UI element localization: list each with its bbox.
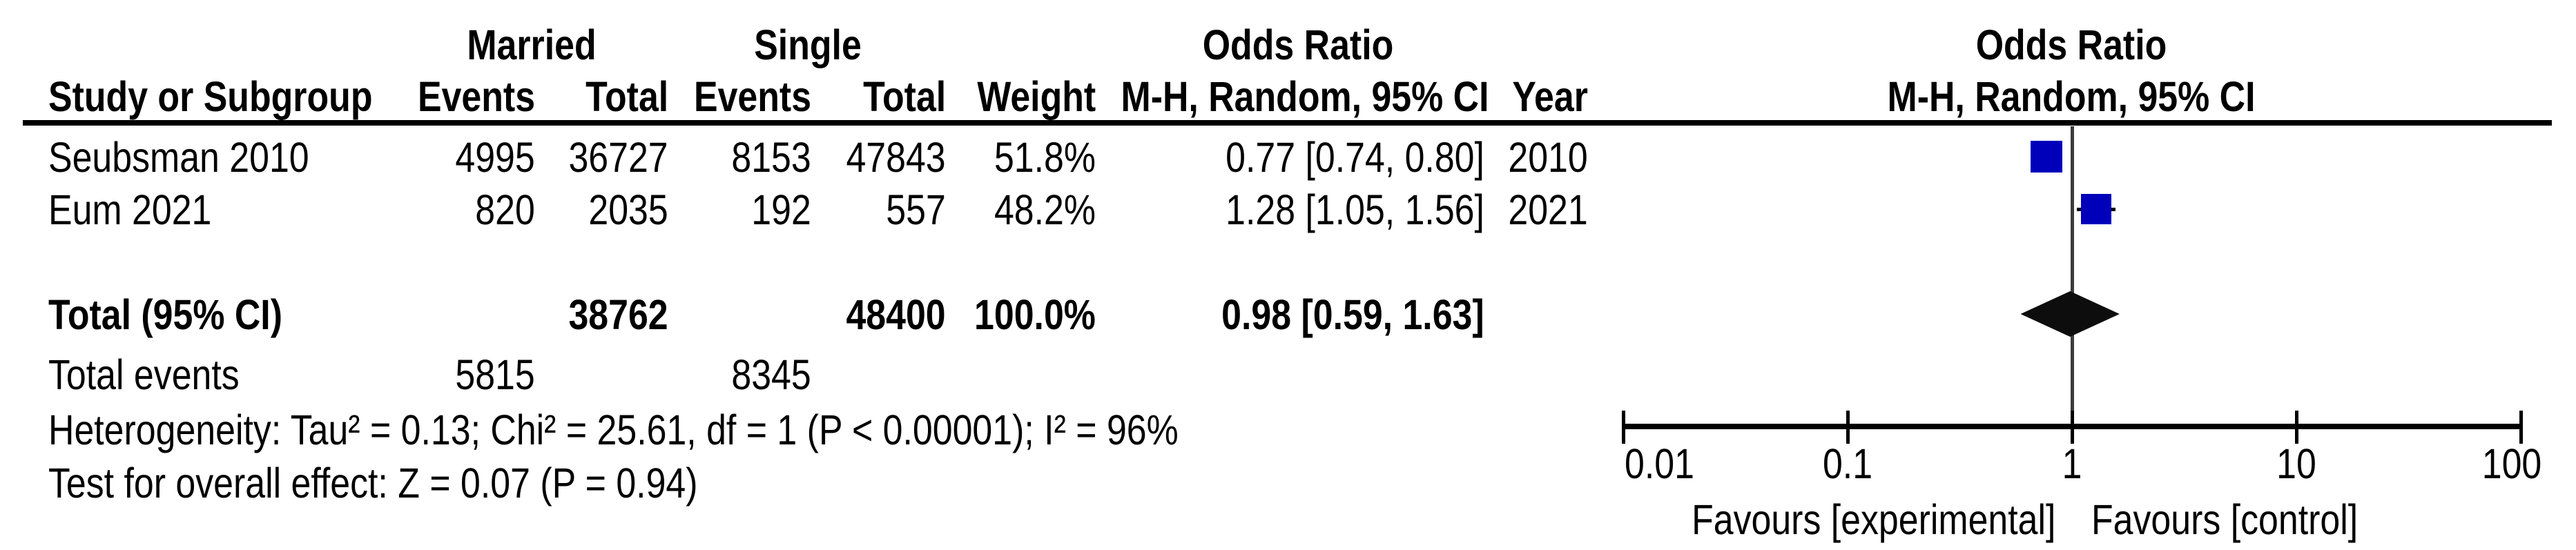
group-header-married: Married <box>467 21 597 68</box>
study-total2: 47843 <box>846 134 946 181</box>
total-label: Total (95% CI) <box>48 291 282 338</box>
header-rule <box>23 120 2552 126</box>
total-events-married: 5815 <box>455 351 535 398</box>
study-year: 2010 <box>1508 134 1588 181</box>
plot-subtitle: M-H, Random, 95% CI <box>1887 73 2256 120</box>
column-or-header: Odds Ratio <box>1202 21 1394 68</box>
x-axis-tick-label: 1 <box>2062 440 2082 487</box>
x-axis-tick <box>1846 411 1850 444</box>
favours-left-label: Favours [experimental] <box>1691 496 2055 543</box>
weight-square <box>2080 194 2111 224</box>
x-axis-tick <box>1621 411 1625 444</box>
group-header-single: Single <box>754 21 862 68</box>
study-events2: 8153 <box>731 134 811 181</box>
x-axis-tick-label: 0.01 <box>1625 440 1694 487</box>
study-events2: 192 <box>751 186 811 233</box>
total-total2: 48400 <box>846 291 946 338</box>
study-weight: 48.2% <box>994 186 1096 233</box>
study-or-ci: 0.77 [0.74, 0.80] <box>1226 134 1484 181</box>
study-name: Seubsman 2010 <box>48 134 309 181</box>
x-axis-tick-label: 10 <box>2276 440 2316 487</box>
study-year: 2021 <box>1508 186 1588 233</box>
weight-square <box>2031 141 2063 173</box>
column-total2-header: Total <box>862 73 946 120</box>
column-mh-ci-header: M-H, Random, 95% CI <box>1121 73 1489 120</box>
overall-effect-note: Test for overall effect: Z = 0.07 (P = 0… <box>48 460 698 507</box>
study-total1: 2035 <box>588 186 668 233</box>
column-study-header: Study or Subgroup <box>48 73 373 120</box>
column-events1-header: Events <box>417 73 535 120</box>
study-weight: 51.8% <box>994 134 1096 181</box>
pooled-diamond <box>2020 291 2120 337</box>
total-weight: 100.0% <box>974 291 1096 338</box>
study-name: Eum 2021 <box>48 186 212 233</box>
x-axis-tick <box>2070 411 2074 444</box>
column-events2-header: Events <box>693 73 811 120</box>
column-total1-header: Total <box>585 73 668 120</box>
plot-title: Odds Ratio <box>1975 21 2167 68</box>
study-events1: 4995 <box>455 134 535 181</box>
favours-right-label: Favours [control] <box>2091 496 2359 543</box>
column-weight-header: Weight <box>977 73 1096 120</box>
x-axis-tick-label: 100 <box>2481 440 2542 487</box>
study-events1: 820 <box>475 186 535 233</box>
total-total1: 38762 <box>568 291 668 338</box>
study-total1: 36727 <box>568 134 668 181</box>
x-axis-tick-label: 0.1 <box>1822 440 1873 487</box>
null-effect-line <box>2070 126 2074 426</box>
heterogeneity-note: Heterogeneity: Tau² = 0.13; Chi² = 25.61… <box>48 406 1179 453</box>
study-total2: 557 <box>886 186 946 233</box>
x-axis-tick <box>2519 411 2523 444</box>
total-events-single: 8345 <box>731 351 811 398</box>
column-year-header: Year <box>1512 73 1588 120</box>
study-or-ci: 1.28 [1.05, 1.56] <box>1226 186 1484 233</box>
total-events-label: Total events <box>48 351 240 398</box>
total-or-ci: 0.98 [0.59, 1.63] <box>1221 291 1484 338</box>
x-axis-tick <box>2294 411 2298 444</box>
